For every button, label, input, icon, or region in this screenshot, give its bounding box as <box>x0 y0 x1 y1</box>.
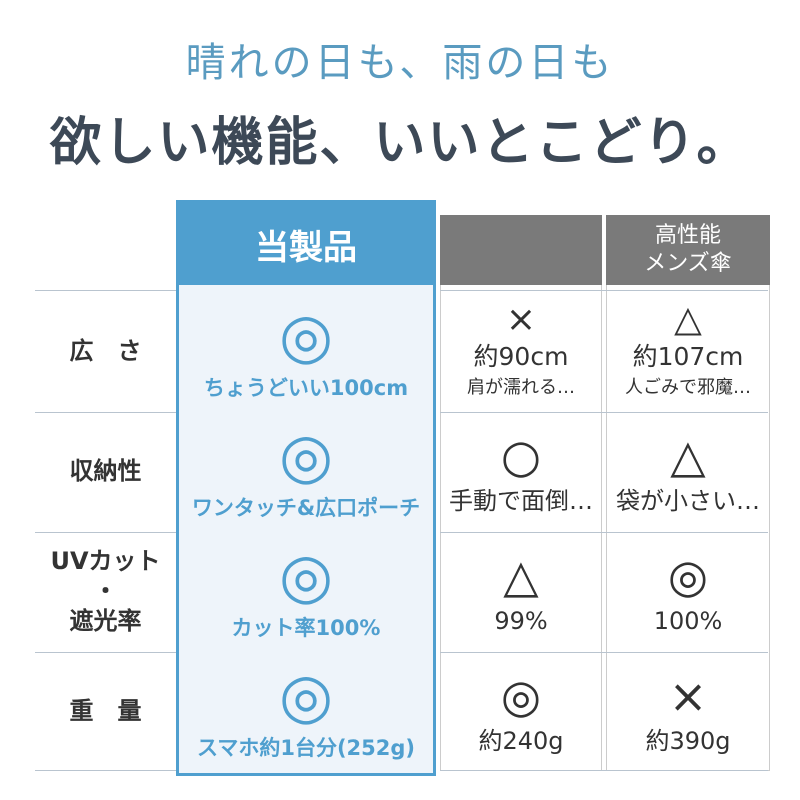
row-line <box>35 532 176 533</box>
product-cell: ◎ ちょうどいい100cm <box>179 292 433 410</box>
header-product: 当製品 <box>179 203 433 285</box>
row-line <box>35 770 176 771</box>
compare-cell: ◎ 100% <box>606 532 770 650</box>
compare-cell: ◎ 約240g <box>440 652 602 770</box>
compare-text: ○ <box>500 429 542 483</box>
row-line <box>440 652 768 653</box>
headline-2: 欲しい機能、いいとこどり。 <box>49 112 751 173</box>
product-cell: ◎ ワンタッチ&広口ポーチ <box>179 412 433 530</box>
compare-cell: △ 99% <box>440 532 602 650</box>
headline-1: 晴れの日も、雨の日も <box>185 40 615 86</box>
compare-text: 約107cm <box>632 342 744 371</box>
compare-text: △ <box>674 299 702 340</box>
compare-text: 約390g <box>645 727 731 755</box>
row-label: 収納性 <box>69 457 142 485</box>
product-column <box>176 200 436 776</box>
symbol: ◎ <box>278 299 334 372</box>
symbol: ◎ <box>278 659 334 732</box>
product-cell: ◎ スマホ約1台分(252g) <box>179 652 433 770</box>
row-line <box>440 532 768 533</box>
product-text: ちょうどいい100cm <box>203 376 409 400</box>
compare-cell: ○ 手動で面倒… <box>440 412 602 530</box>
product-text: スマホ約1台分(252g) <box>196 736 416 760</box>
row-label: 重 量 <box>69 697 142 725</box>
product-cell: ◎ カット率100% <box>179 532 433 650</box>
compare-text: ◎ <box>500 669 542 723</box>
compare-text: 肩が濡れる… <box>467 377 575 398</box>
row-line <box>440 412 768 413</box>
symbol: ◎ <box>278 419 334 492</box>
compare-text: 100% <box>653 607 723 635</box>
compare-text: 手動で面倒… <box>449 487 593 515</box>
row-line <box>35 290 176 291</box>
header-comp2: 高性能 メンズ傘 <box>606 215 770 285</box>
row-line <box>440 770 768 771</box>
row-line <box>440 290 768 291</box>
compare-text: × <box>505 299 537 340</box>
compare-cell: △ 袋が小さい… <box>606 412 770 530</box>
header-comp1 <box>440 215 602 285</box>
compare-text: 約90cm <box>473 342 569 371</box>
compare-text: △ <box>503 549 539 603</box>
compare-cell: △ 約107cm 人ごみで邪魔… <box>606 292 770 410</box>
row-label: UVカット ・ 遮光率 <box>50 547 161 635</box>
row-label: 広 さ <box>69 337 142 365</box>
product-text: カット率100% <box>231 616 381 640</box>
compare-text: 人ごみで邪魔… <box>625 377 751 398</box>
row-line <box>35 652 176 653</box>
compare-text: △ <box>670 429 706 483</box>
compare-text: 袋が小さい… <box>616 487 760 515</box>
row-line <box>35 412 176 413</box>
symbol: ◎ <box>278 539 334 612</box>
compare-text: ◎ <box>667 549 709 603</box>
compare-text: 99% <box>494 607 548 635</box>
compare-text: × <box>668 669 708 723</box>
product-text: ワンタッチ&広口ポーチ <box>191 496 421 520</box>
compare-cell: × 約90cm 肩が濡れる… <box>440 292 602 410</box>
compare-text: 約240g <box>478 727 564 755</box>
compare-cell: × 約390g <box>606 652 770 770</box>
